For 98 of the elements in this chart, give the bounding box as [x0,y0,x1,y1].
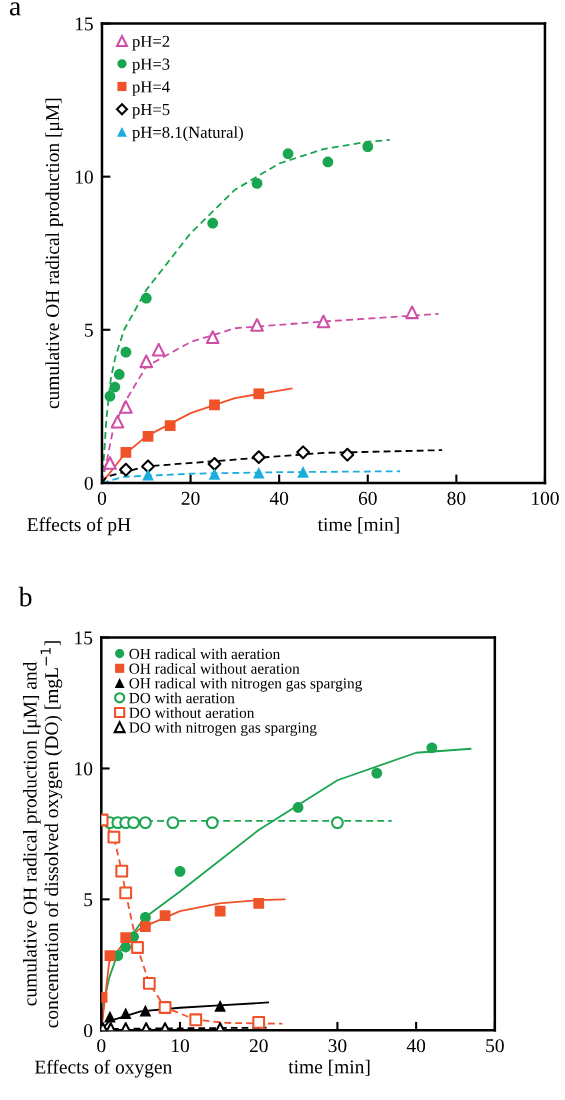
x-tick-label: 30 [328,1039,347,1053]
point [322,156,334,168]
legend-label: DO with nitrogen gas sparging [129,721,317,736]
point [113,369,125,380]
y-axis-title: cumulative OH radical production [μM] [45,98,64,409]
y-tick-label: 10 [75,762,93,776]
point [207,456,222,471]
point [174,865,186,877]
point [110,414,125,429]
point [292,802,304,813]
x-tick-label: 100 [532,491,559,505]
point [209,399,220,411]
x-tick-label: 40 [269,491,289,505]
point [140,921,151,932]
point [252,466,265,479]
point [118,462,133,477]
x-tick-label: 20 [249,1039,268,1053]
point [142,430,154,442]
x-tick-label: 60 [358,491,377,505]
point [189,1013,203,1027]
x-axis-title: time [min] [288,1059,370,1076]
x-tick-label: 80 [447,491,466,505]
legend-label: pH=2 [132,35,170,51]
point [104,950,116,962]
y-tick-label: 15 [75,17,93,31]
x-tick-label: 50 [486,1039,504,1053]
point [140,292,152,304]
point [120,932,132,943]
chart-title: b [18,586,32,607]
point [115,864,129,878]
y-axis-title: cumulative OH radical production [μM] and concentration of dissolved oxygen (DO) [mgL$^{−1}$] [22,641,63,1028]
y-tick-label: 5 [85,323,93,337]
point [297,466,309,478]
y-tick-label: 0 [83,1024,93,1038]
x-tick-label: 0 [97,491,107,505]
point [139,354,154,369]
point [214,1000,226,1012]
point [119,400,133,414]
point [208,468,221,480]
chart-title: a [9,2,21,16]
point [141,459,155,474]
y-tick-label: 5 [84,893,93,907]
point [405,305,419,320]
point [253,897,265,909]
legend-label: OH radical without aeration [129,663,300,674]
point [138,816,152,830]
legend-label: pH=5 [132,104,170,119]
x-tick-label: 40 [406,1039,426,1053]
x-tick-label: 20 [181,491,200,505]
point [251,450,266,465]
text: Effects of pH [27,517,131,536]
point [107,830,121,844]
point [119,886,133,900]
point [127,816,140,830]
point [252,1015,266,1029]
point [158,1001,172,1014]
point [159,910,171,921]
point [205,330,220,344]
legend-label: DO without aeration [129,707,255,718]
point [151,342,166,357]
point [142,976,156,990]
point [340,447,355,462]
point [253,388,265,400]
point [103,456,117,470]
y-tick-label: 15 [75,631,93,645]
legend-label: pH=4 [132,81,170,96]
point [426,742,438,754]
point [131,941,144,954]
legend-label: pH=8.1(Natural) [132,126,243,142]
x-tick-label: 0 [97,1039,106,1053]
point [119,1007,132,1020]
legend-label: DO with aeration [129,692,235,704]
x-tick-label: 10 [172,1039,189,1053]
point [250,318,264,332]
point [109,381,121,393]
point [166,816,180,830]
text: Effects of oxygen [34,1059,172,1078]
point [282,148,294,160]
point [120,446,132,458]
point [362,141,374,153]
point [120,346,132,358]
point [207,217,219,229]
point [104,390,116,402]
point [214,905,226,917]
y-tick-label: 0 [84,476,93,490]
point [296,445,311,460]
point [164,420,176,432]
point [205,816,219,830]
point [331,816,344,830]
legend-label: OH radical with nitrogen gas sparging [129,677,363,692]
point [251,178,263,189]
legend-label: OH radical with aeration [129,648,281,660]
point [371,767,383,779]
y-tick-label: 10 [75,170,93,184]
legend-label: pH=3 [132,58,170,74]
point [316,314,331,329]
point [139,1004,152,1017]
x-axis-title: time [min] [317,517,399,534]
